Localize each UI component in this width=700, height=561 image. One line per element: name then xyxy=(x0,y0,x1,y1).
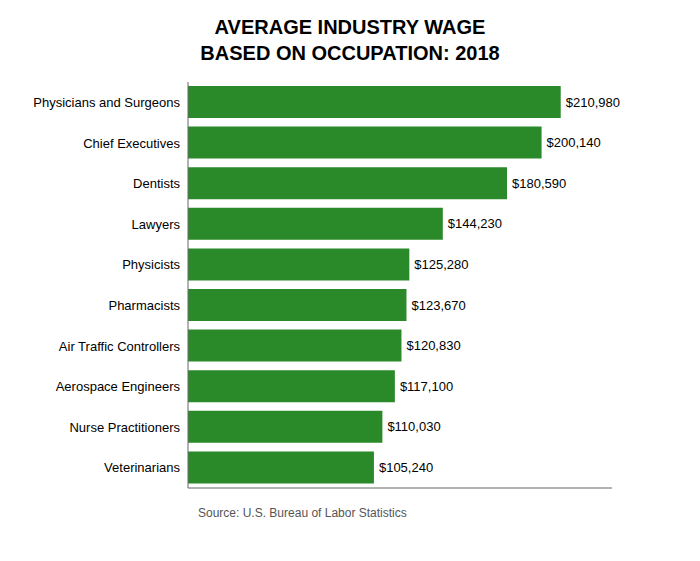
svg-text:Pharmacists: Pharmacists xyxy=(108,298,180,313)
svg-text:Chief Executives: Chief Executives xyxy=(83,136,180,151)
svg-text:$210,980: $210,980 xyxy=(566,95,620,110)
svg-text:Lawyers: Lawyers xyxy=(132,217,181,232)
svg-text:$200,140: $200,140 xyxy=(547,135,601,150)
svg-text:$110,030: $110,030 xyxy=(387,419,440,434)
svg-text:$123,670: $123,670 xyxy=(411,298,465,313)
svg-text:Physicians and Surgeons: Physicians and Surgeons xyxy=(33,95,180,110)
svg-text:$117,100: $117,100 xyxy=(400,379,453,394)
svg-text:Dentists: Dentists xyxy=(133,176,180,191)
svg-text:$144,230: $144,230 xyxy=(448,216,502,231)
svg-text:$105,240: $105,240 xyxy=(379,460,433,475)
svg-text:$125,280: $125,280 xyxy=(414,257,468,272)
svg-text:Aerospace Engineers: Aerospace Engineers xyxy=(56,379,181,394)
html-text:Source: U.S. Bureau of Labor S: Source: U.S. Bureau of Labor Statistics xyxy=(198,506,407,520)
html-text:AVERAGE INDUSTRY WAGE: AVERAGE INDUSTRY WAGE xyxy=(214,16,486,38)
svg-text:$120,830: $120,830 xyxy=(406,338,460,353)
svg-text:Nurse Practitioners: Nurse Practitioners xyxy=(69,420,180,435)
svg-text:$180,590: $180,590 xyxy=(512,176,566,191)
html-text:BASED ON OCCUPATION: 2018: BASED ON OCCUPATION: 2018 xyxy=(200,42,500,64)
svg-text:Physicists: Physicists xyxy=(122,257,180,272)
svg-text:Veterinarians: Veterinarians xyxy=(104,460,180,475)
svg-text:Air Traffic Controllers: Air Traffic Controllers xyxy=(59,339,181,354)
